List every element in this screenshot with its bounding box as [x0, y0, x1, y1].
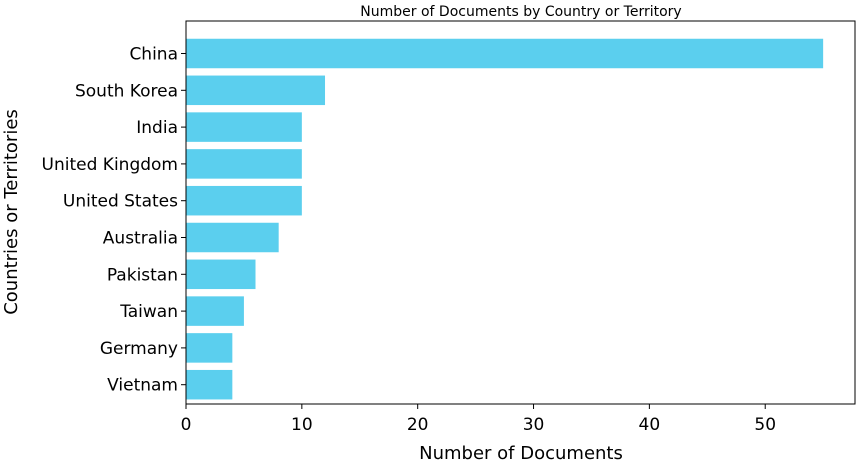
chart-title: Number of Documents by Country or Territ… — [360, 4, 681, 20]
category-labels: China South Korea India United Kingdom Unite… — [42, 45, 186, 396]
bar-germany — [186, 333, 233, 363]
x-axis-label: Number of Documents — [419, 443, 623, 463]
bar-united-states — [186, 185, 302, 216]
x-tick-label: 20 — [407, 415, 429, 435]
x-tick-label: 30 — [523, 415, 545, 435]
bar-united-kingdom — [186, 149, 302, 179]
bar-taiwan — [186, 296, 244, 326]
x-axis-ticks: 0 10 20 30 40 50 — [181, 404, 776, 435]
y-tick-label: Taiwan — [119, 302, 178, 322]
bar-south-korea — [186, 75, 326, 106]
x-tick-label: 0 — [181, 415, 192, 435]
x-tick-label: 10 — [291, 415, 313, 435]
bar-vietnam — [186, 369, 233, 400]
y-tick-label: India — [136, 118, 178, 138]
y-tick-label: United Kingdom — [42, 155, 178, 175]
plot-area-frame — [185, 20, 856, 405]
x-tick-label: 40 — [639, 415, 661, 435]
y-tick-label: United States — [63, 192, 178, 212]
bars-group — [186, 38, 824, 400]
y-tick-label: Australia — [103, 229, 178, 249]
y-tick-label: Germany — [100, 339, 178, 359]
bar-australia — [186, 222, 279, 253]
x-tick-label: 50 — [754, 415, 776, 435]
y-tick-label: South Korea — [75, 81, 178, 101]
bar-india — [186, 112, 302, 142]
y-tick-label: China — [129, 45, 178, 65]
bar-china — [186, 38, 824, 69]
bar-pakistan — [186, 259, 256, 290]
y-tick-label: Pakistan — [107, 265, 178, 285]
y-tick-label: Vietnam — [107, 376, 178, 396]
y-axis-label: Countries or Territories — [1, 109, 22, 315]
